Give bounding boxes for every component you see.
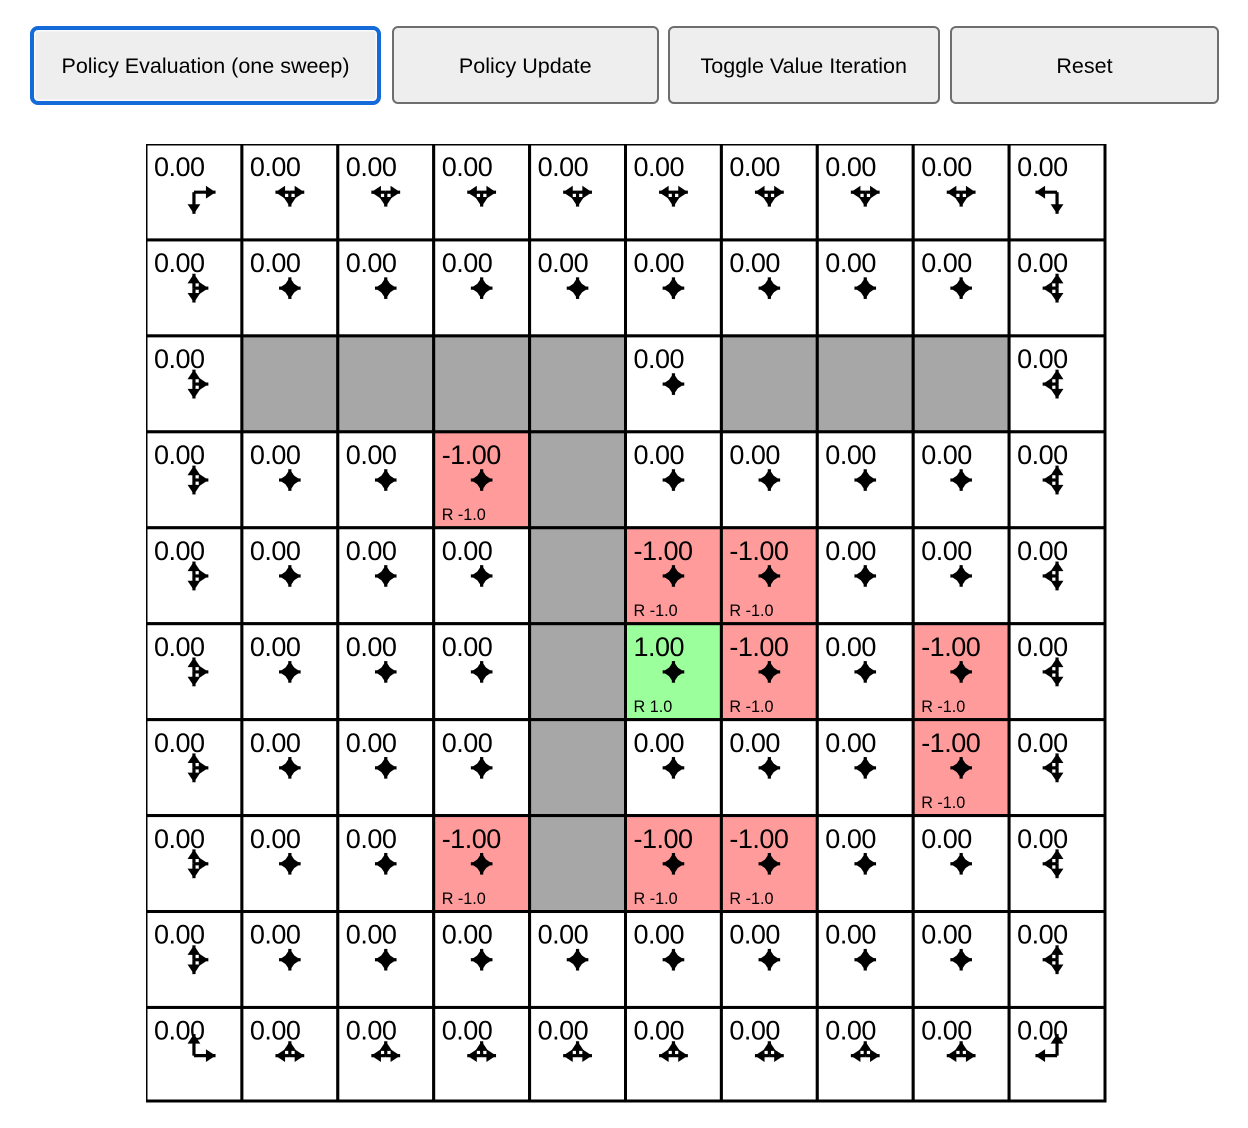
svg-text:R -1.0: R -1.0: [921, 794, 965, 812]
svg-text:0.00: 0.00: [346, 824, 397, 854]
svg-text:0.00: 0.00: [1017, 152, 1068, 182]
svg-text:0.00: 0.00: [250, 536, 301, 566]
svg-text:0.00: 0.00: [442, 632, 493, 662]
svg-text:R 1.0: R 1.0: [634, 698, 673, 716]
svg-text:0.00: 0.00: [729, 152, 780, 182]
svg-text:0.00: 0.00: [729, 1016, 780, 1046]
svg-text:0.00: 0.00: [346, 440, 397, 470]
svg-text:0.00: 0.00: [346, 728, 397, 758]
svg-text:0.00: 0.00: [825, 536, 876, 566]
svg-text:0.00: 0.00: [825, 152, 876, 182]
svg-text:-1.00: -1.00: [634, 536, 693, 566]
svg-text:R -1.0: R -1.0: [921, 698, 965, 716]
svg-text:0.00: 0.00: [346, 920, 397, 950]
svg-text:0.00: 0.00: [825, 632, 876, 662]
svg-text:0.00: 0.00: [634, 440, 685, 470]
svg-text:0.00: 0.00: [250, 1016, 301, 1046]
svg-text:0.00: 0.00: [346, 1016, 397, 1046]
svg-text:0.00: 0.00: [921, 440, 972, 470]
svg-text:0.00: 0.00: [1017, 920, 1068, 950]
svg-text:-1.00: -1.00: [442, 824, 501, 854]
svg-text:0.00: 0.00: [825, 920, 876, 950]
svg-text:0.00: 0.00: [634, 728, 685, 758]
svg-text:R -1.0: R -1.0: [634, 890, 678, 908]
svg-text:0.00: 0.00: [825, 1016, 876, 1046]
svg-text:0.00: 0.00: [921, 248, 972, 278]
svg-text:0.00: 0.00: [825, 440, 876, 470]
svg-text:0.00: 0.00: [729, 728, 780, 758]
svg-text:0.00: 0.00: [921, 824, 972, 854]
svg-text:0.00: 0.00: [442, 248, 493, 278]
svg-text:0.00: 0.00: [729, 920, 780, 950]
svg-text:0.00: 0.00: [921, 1016, 972, 1046]
svg-text:0.00: 0.00: [250, 440, 301, 470]
svg-text:-1.00: -1.00: [442, 440, 501, 470]
svg-text:0.00: 0.00: [346, 152, 397, 182]
svg-text:0.00: 0.00: [1017, 824, 1068, 854]
svg-text:0.00: 0.00: [921, 536, 972, 566]
svg-text:0.00: 0.00: [1017, 344, 1068, 374]
svg-text:0.00: 0.00: [1017, 632, 1068, 662]
svg-text:0.00: 0.00: [154, 440, 205, 470]
svg-text:0.00: 0.00: [634, 248, 685, 278]
svg-text:0.00: 0.00: [634, 344, 685, 374]
svg-text:0.00: 0.00: [346, 632, 397, 662]
svg-text:0.00: 0.00: [250, 920, 301, 950]
svg-text:0.00: 0.00: [154, 824, 205, 854]
svg-text:0.00: 0.00: [442, 1016, 493, 1046]
svg-text:0.00: 0.00: [250, 728, 301, 758]
svg-text:-1.00: -1.00: [634, 824, 693, 854]
svg-text:0.00: 0.00: [154, 248, 205, 278]
svg-text:0.00: 0.00: [442, 920, 493, 950]
svg-text:0.00: 0.00: [729, 440, 780, 470]
svg-text:0.00: 0.00: [442, 536, 493, 566]
svg-text:R -1.0: R -1.0: [729, 602, 773, 620]
svg-text:0.00: 0.00: [1017, 728, 1068, 758]
svg-text:0.00: 0.00: [154, 632, 205, 662]
svg-text:0.00: 0.00: [250, 824, 301, 854]
svg-text:0.00: 0.00: [634, 920, 685, 950]
svg-text:0.00: 0.00: [154, 536, 205, 566]
svg-text:0.00: 0.00: [154, 920, 205, 950]
svg-text:-1.00: -1.00: [921, 728, 980, 758]
svg-text:0.00: 0.00: [729, 248, 780, 278]
svg-text:0.00: 0.00: [538, 1016, 589, 1046]
svg-text:0.00: 0.00: [538, 920, 589, 950]
svg-text:-1.00: -1.00: [921, 632, 980, 662]
svg-text:0.00: 0.00: [1017, 440, 1068, 470]
svg-text:0.00: 0.00: [442, 152, 493, 182]
svg-text:0.00: 0.00: [921, 152, 972, 182]
svg-text:0.00: 0.00: [825, 248, 876, 278]
svg-text:0.00: 0.00: [154, 728, 205, 758]
svg-text:0.00: 0.00: [442, 728, 493, 758]
svg-text:-1.00: -1.00: [729, 824, 788, 854]
svg-text:-1.00: -1.00: [729, 536, 788, 566]
svg-text:0.00: 0.00: [634, 152, 685, 182]
svg-text:0.00: 0.00: [346, 536, 397, 566]
svg-text:0.00: 0.00: [538, 248, 589, 278]
svg-text:0.00: 0.00: [154, 152, 205, 182]
svg-text:0.00: 0.00: [346, 248, 397, 278]
svg-text:0.00: 0.00: [538, 152, 589, 182]
svg-text:R -1.0: R -1.0: [442, 890, 486, 908]
svg-text:0.00: 0.00: [250, 632, 301, 662]
svg-text:0.00: 0.00: [154, 344, 205, 374]
svg-text:0.00: 0.00: [1017, 536, 1068, 566]
svg-text:0.00: 0.00: [250, 152, 301, 182]
svg-text:R -1.0: R -1.0: [442, 506, 486, 524]
svg-text:0.00: 0.00: [825, 728, 876, 758]
svg-text:-1.00: -1.00: [729, 632, 788, 662]
svg-text:0.00: 0.00: [825, 824, 876, 854]
svg-text:R -1.0: R -1.0: [729, 698, 773, 716]
svg-text:0.00: 0.00: [921, 920, 972, 950]
svg-text:0.00: 0.00: [1017, 248, 1068, 278]
svg-text:1.00: 1.00: [634, 632, 685, 662]
svg-text:R -1.0: R -1.0: [729, 890, 773, 908]
svg-text:0.00: 0.00: [250, 248, 301, 278]
svg-text:R -1.0: R -1.0: [634, 602, 678, 620]
svg-text:0.00: 0.00: [634, 1016, 685, 1046]
